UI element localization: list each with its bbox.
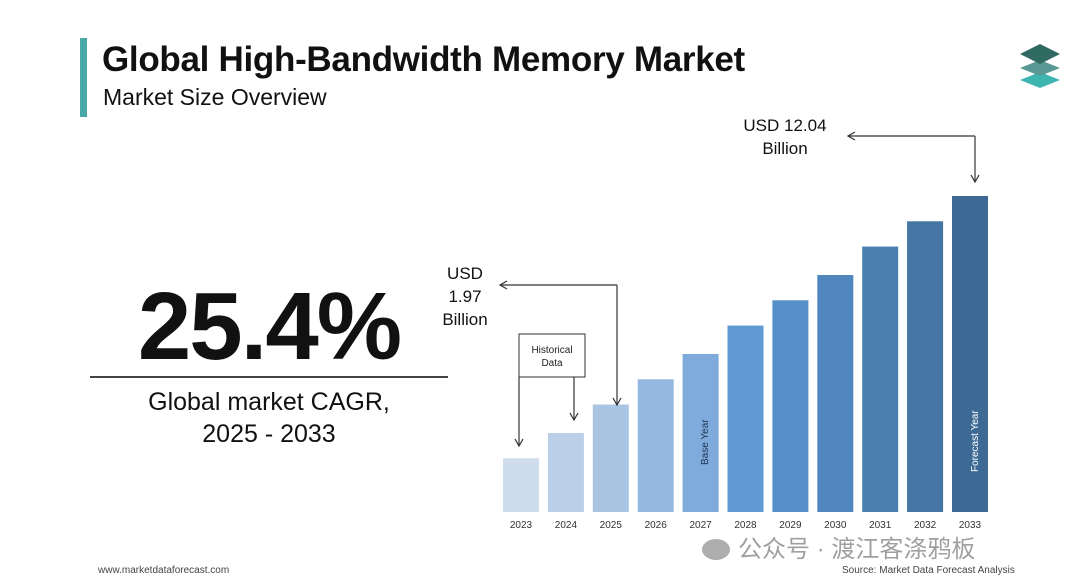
x-tick-label: 2026 — [645, 520, 668, 531]
x-tick-label: 2029 — [779, 520, 802, 531]
x-tick-label: 2025 — [600, 520, 623, 531]
cagr-label-line2: 2025 - 2033 — [202, 420, 336, 448]
base-year-label: Base Year — [700, 419, 711, 465]
bar-2030 — [817, 275, 854, 512]
wechat-icon — [702, 539, 730, 560]
bar-2028 — [727, 325, 764, 512]
x-tick-label: 2030 — [824, 520, 847, 531]
x-tick-label: 2028 — [734, 520, 757, 531]
start-value-line1: USD — [447, 264, 483, 283]
footer-website: www.marketdataforecast.com — [98, 565, 230, 576]
bar-2026 — [637, 379, 674, 512]
historical-label-line1: Historical — [531, 345, 572, 356]
cagr-value: 25.4% — [137, 273, 402, 380]
page-title: Global High-Bandwidth Memory Market — [102, 40, 745, 79]
cagr-label: Global market CAGR, 2025 - 2033 — [90, 386, 448, 450]
historical-data-box — [518, 333, 586, 378]
page-subtitle: Market Size Overview — [103, 84, 327, 110]
watermark: 公众号 · 渡江客涤鸦板 — [738, 536, 976, 563]
start-value-line3: Billion — [442, 310, 488, 329]
x-tick-label: 2033 — [959, 520, 982, 531]
end-value-callout: USD 12.04 Billion — [725, 114, 845, 160]
cagr-label-line1: Global market CAGR, — [148, 388, 390, 416]
title-accent-bar — [80, 38, 87, 117]
end-value-line2: Billion — [762, 139, 808, 158]
x-tick-label: 2024 — [555, 520, 578, 531]
x-tick-label: 2023 — [510, 520, 533, 531]
bar-2023 — [503, 458, 539, 512]
start-value-line2: 1.97 — [448, 287, 482, 306]
footer-source: Source: Market Data Forecast Analysis — [842, 565, 1015, 576]
bar-2025 — [592, 404, 629, 512]
x-tick-label: 2032 — [914, 520, 937, 531]
x-tick-label: 2027 — [689, 520, 712, 531]
stacked-layers-icon — [1020, 44, 1060, 88]
bar-2027 — [682, 354, 719, 512]
end-value-line1: USD 12.04 — [743, 116, 827, 135]
bar-2031 — [862, 246, 899, 512]
divider — [90, 376, 448, 378]
bar-2024 — [547, 433, 584, 512]
bar-2029 — [772, 300, 809, 512]
forecast-year-label: Forecast Year — [970, 410, 981, 472]
historical-label-line2: Data — [541, 358, 563, 369]
x-tick-label: 2031 — [869, 520, 892, 531]
bar-2032 — [907, 221, 944, 512]
start-value-callout: USD 1.97 Billion — [430, 262, 500, 331]
bar-2033 — [952, 196, 988, 512]
